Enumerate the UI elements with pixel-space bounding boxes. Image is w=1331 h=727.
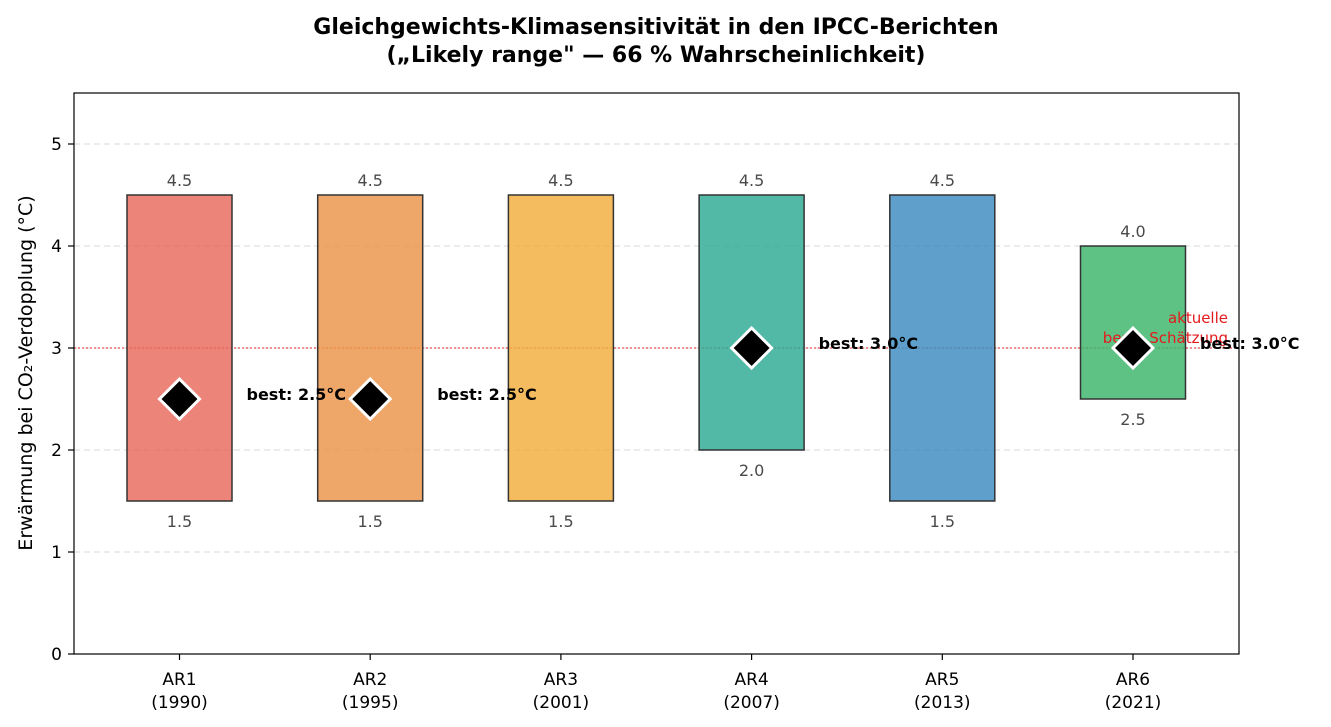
range-bar-ar3: [507, 194, 615, 502]
reference-annotation-line-1: aktuelle: [1168, 309, 1228, 327]
range-high-label: 4.0: [1120, 222, 1145, 241]
best-estimate-marker: [348, 376, 393, 422]
x-tick-year-label: (2021): [1105, 693, 1162, 713]
range-high-label: 4.5: [930, 171, 955, 190]
range-high-label: 4.5: [548, 171, 573, 190]
y-tick-label: 1: [51, 543, 62, 563]
range-bar-ar4: [698, 194, 805, 451]
range-low-label: 2.0: [739, 461, 764, 480]
chart-title: Gleichgewichts-Klimasensitivität in den …: [313, 15, 998, 40]
best-estimate-marker: [729, 325, 774, 371]
best-estimate-label: best: 2.5°C: [247, 385, 347, 404]
range-bar-ar6: [1079, 245, 1187, 400]
plot-area: 4.5 1.5 4.5 1.5 4.5 1.5 4.5 2.0 4.5 1.5 4.0 2.5 aktu…: [51, 92, 1300, 713]
x-tick-year-label: (2007): [723, 693, 780, 713]
y-axis-label: Erwärmung bei CO₂-Verdopplung (°C): [15, 195, 37, 550]
x-tick-label: AR1: [162, 670, 196, 690]
best-estimate-label: best: 3.0°C: [1200, 334, 1300, 353]
range-low-label: 1.5: [548, 512, 573, 531]
range-low-label: 1.5: [357, 512, 382, 531]
x-tick-year-label: (1990): [151, 693, 208, 713]
range-bar-ar1: [126, 194, 233, 502]
x-tick-year-label: (2013): [914, 693, 971, 713]
y-tick-label: 5: [51, 135, 62, 155]
x-tick-label: AR3: [544, 670, 578, 690]
range-low-label: 1.5: [930, 512, 955, 531]
range-low-label: 2.5: [1120, 410, 1145, 429]
y-tick-label: 3: [51, 339, 62, 359]
range-bar-ar5: [889, 194, 996, 502]
chart-subtitle: („Likely range" — 66 % Wahrscheinlichkei…: [387, 43, 926, 68]
x-tick-year-label: (2001): [533, 693, 590, 713]
y-tick-label: 2: [51, 441, 62, 461]
range-high-label: 4.5: [167, 171, 192, 190]
range-high-label: 4.5: [357, 171, 382, 190]
x-tick-label: AR2: [353, 670, 387, 690]
best-estimate-marker: [1110, 325, 1156, 371]
range-high-label: 4.5: [739, 171, 764, 190]
best-estimate-label: best: 3.0°C: [819, 334, 919, 353]
x-tick-year-label: (1995): [342, 693, 399, 713]
range-bar-ar2: [316, 194, 424, 502]
y-tick-label: 0: [51, 645, 62, 665]
plot-frame: [73, 92, 1240, 655]
y-tick-label: 4: [51, 237, 62, 257]
x-tick-label: AR4: [734, 670, 768, 690]
x-tick-label: AR6: [1116, 670, 1150, 690]
best-estimate-label: best: 2.5°C: [437, 385, 537, 404]
x-tick-label: AR5: [925, 670, 959, 690]
best-estimate-marker: [157, 376, 202, 422]
range-low-label: 1.5: [167, 512, 192, 531]
